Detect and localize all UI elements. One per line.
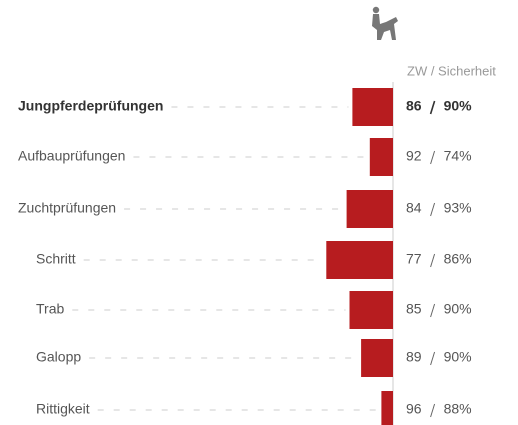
zw-label: 86 [406, 98, 422, 114]
bar [352, 88, 393, 126]
column-header: ZW / Sicherheit [407, 63, 496, 78]
row-label: Galopp [36, 349, 81, 365]
bar [326, 241, 393, 279]
sicherheit-label: 93% [444, 200, 472, 216]
sicherheit-label: 86% [444, 251, 472, 267]
row-label: Schritt [36, 251, 76, 267]
separator [430, 253, 436, 268]
zw-label: 92 [406, 148, 422, 164]
zw-label: 84 [406, 200, 422, 216]
bar [349, 291, 393, 329]
row-label: Rittigkeit [36, 401, 90, 417]
zw-label: 77 [406, 251, 422, 267]
zw-label: 96 [406, 401, 422, 417]
row-label: Trab [36, 301, 64, 317]
separator [430, 303, 436, 318]
separator [430, 403, 436, 418]
bar [361, 339, 393, 377]
separator [430, 202, 436, 217]
bar [369, 138, 393, 176]
separator [430, 351, 436, 366]
row-label: Jungpferdeprüfungen [18, 98, 163, 114]
rider-icon [372, 6, 398, 40]
separator [430, 150, 436, 165]
bar [346, 190, 393, 228]
sicherheit-label: 90% [444, 98, 473, 114]
row-label: Zuchtprüfungen [18, 200, 116, 216]
sicherheit-label: 88% [444, 401, 472, 417]
sicherheit-label: 90% [444, 349, 472, 365]
separator [429, 100, 436, 115]
row-label: Aufbauprüfungen [18, 148, 125, 164]
bar [381, 391, 393, 425]
zw-label: 85 [406, 301, 422, 317]
zw-label: 89 [406, 349, 422, 365]
sicherheit-label: 74% [444, 148, 472, 164]
sicherheit-label: 90% [444, 301, 472, 317]
